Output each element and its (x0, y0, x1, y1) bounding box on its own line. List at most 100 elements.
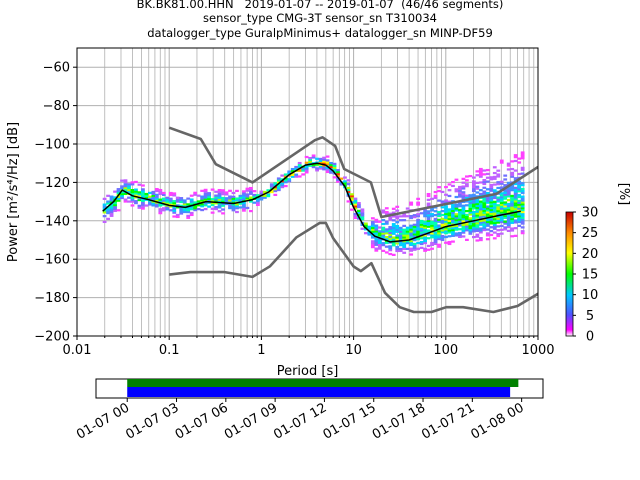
psd-density-cell (158, 192, 163, 196)
psd-density-cell (478, 221, 483, 224)
psd-density-cell (297, 161, 302, 165)
psd-density-cell (294, 165, 299, 169)
psd-density-cell (416, 228, 421, 231)
psd-density-cell (440, 236, 445, 240)
psd-density-cell (381, 243, 386, 247)
psd-density-cell (520, 153, 525, 156)
psd-density-cell (475, 181, 480, 185)
psd-density-cell (471, 182, 476, 185)
psd-density-cell (492, 191, 497, 194)
psd-density-cell (221, 196, 225, 200)
psd-density-cell (475, 235, 480, 238)
psd-density-cell (200, 195, 205, 198)
psd-density-cell (242, 209, 246, 212)
psd-density-cell (381, 236, 386, 239)
psd-density-cell (444, 193, 448, 196)
x-tick-label: 0.1 (159, 343, 180, 358)
psd-density-cell (109, 205, 114, 208)
psd-density-cell (440, 234, 445, 238)
psd-density-cell (308, 160, 313, 164)
psd-density-cell (377, 232, 382, 235)
psd-density-cell (468, 174, 473, 178)
psd-density-cell (384, 207, 389, 210)
psd-density-cell (478, 206, 483, 209)
psd-density-cell (451, 207, 455, 211)
psd-density-cell (350, 193, 354, 196)
psd-density-cell (461, 191, 466, 194)
psd-density-cell (384, 212, 389, 216)
psd-density-cell (370, 222, 375, 226)
psd-density-cell (478, 215, 483, 219)
psd-density-cell (489, 208, 494, 212)
psd-density-cell (510, 196, 515, 199)
psd-density-cell (242, 201, 246, 205)
psd-density-cell (471, 186, 476, 189)
psd-density-cell (325, 159, 330, 162)
psd-density-cell (322, 166, 326, 169)
psd-density-cell (496, 211, 501, 215)
psd-density-cell (308, 158, 313, 162)
psd-density-cell (137, 195, 142, 198)
psd-density-cell (186, 210, 191, 214)
psd-density-cell (471, 180, 476, 183)
psd-density-cell (506, 224, 511, 227)
psd-density-cell (182, 199, 187, 202)
psd-density-cell (280, 174, 285, 177)
psd-density-cell (245, 193, 250, 196)
psd-density-cell (506, 164, 511, 167)
psd-density-cell (478, 213, 483, 217)
psd-density-cell (120, 179, 124, 182)
psd-density-cell (405, 230, 410, 233)
psd-density-cell (276, 177, 281, 180)
psd-density-cell (503, 220, 508, 223)
psd-density-cell (412, 246, 417, 249)
psd-density-cell (207, 201, 211, 204)
psd-density-cell (224, 191, 229, 194)
psd-density-cell (179, 200, 184, 204)
psd-density-cell (461, 235, 466, 238)
psd-density-cell (485, 207, 490, 210)
psd-density-cell (520, 195, 525, 198)
psd-density-cell (134, 188, 138, 191)
psd-density-cell (127, 183, 131, 186)
psd-density-cell (245, 206, 250, 210)
psd-density-cell (489, 206, 494, 210)
psd-density-cell (147, 195, 152, 198)
psd-density-cell (510, 206, 515, 209)
psd-density-cell (137, 183, 142, 186)
psd-density-cell (231, 201, 236, 204)
psd-density-cell (485, 197, 490, 200)
psd-density-cell (210, 188, 215, 191)
psd-density-cell (465, 213, 469, 217)
y-tick-label: −60 (43, 61, 70, 76)
psd-density-cell (437, 243, 441, 246)
psd-density-cell (214, 198, 218, 201)
psd-density-cell (444, 201, 448, 204)
psd-density-cell (332, 164, 337, 167)
psd-density-cell (357, 202, 361, 205)
psd-density-cell (158, 212, 163, 215)
psd-density-cell (482, 202, 487, 205)
psd-density-cell (343, 182, 347, 185)
psd-density-cell (189, 206, 194, 209)
psd-density-cell (458, 233, 462, 237)
psd-density-cell (106, 194, 110, 197)
psd-density-cell (499, 224, 504, 228)
psd-density-cell (388, 218, 393, 221)
psd-density-cell (499, 159, 504, 162)
psd-density-cell (444, 216, 448, 219)
psd-density-cell (377, 243, 382, 246)
psd-density-cell (391, 242, 396, 245)
psd-density-cell (510, 210, 515, 213)
psd-density-cell (412, 244, 417, 248)
psd-density-cell (276, 187, 281, 190)
psd-density-cell (433, 231, 438, 234)
psd-density-cell (454, 209, 459, 212)
psd-density-cell (388, 249, 393, 252)
psd-density-cell (510, 198, 515, 201)
psd-density-cell (130, 190, 135, 194)
psd-density-cell (228, 195, 232, 198)
psd-density-cell (168, 191, 173, 195)
psd-density-cell (482, 169, 487, 172)
psd-density-cell (228, 197, 232, 200)
